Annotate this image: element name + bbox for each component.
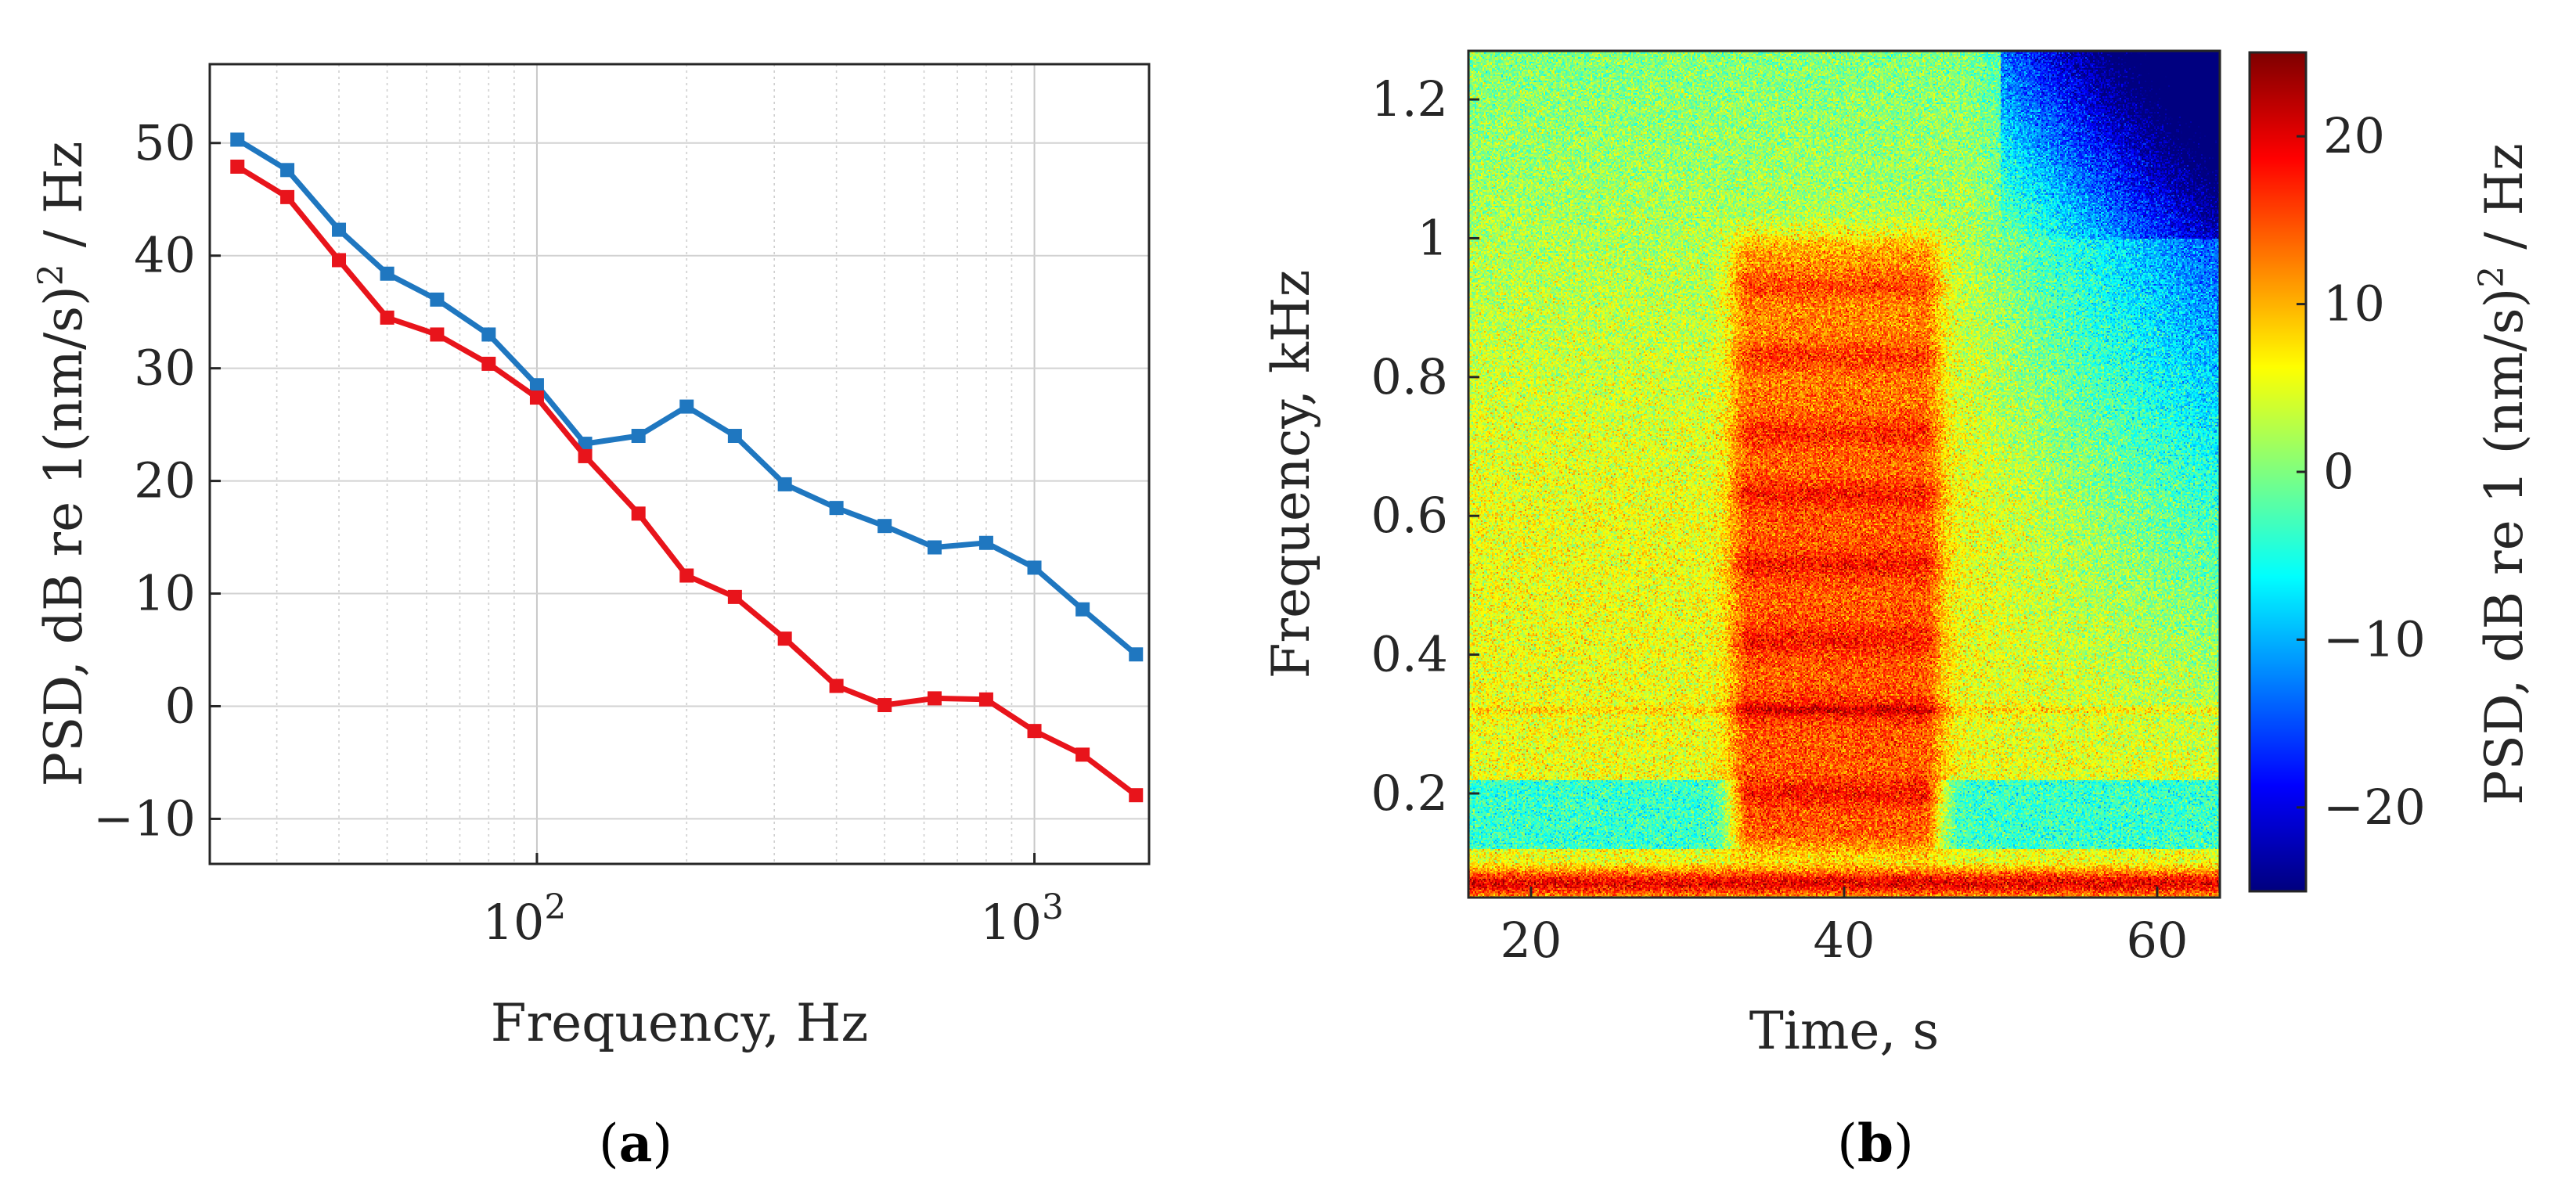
y-tick-label: 0.4 [1371,626,1448,683]
data-point-blue [1129,647,1144,662]
colorbar-tick-label: 0 [2323,443,2354,500]
data-point-blue [332,222,347,237]
panel-a-caption-letter: a [619,1113,653,1174]
data-point-blue [829,501,844,516]
data-point-red [727,589,742,604]
y-tick-label: 40 [134,227,196,284]
panel-a-y-tick-labels: −10 0 10 20 30 40 50 [93,114,221,847]
data-point-red [280,189,295,204]
data-point-red [927,691,942,706]
x-tick-label: 103 [980,887,1064,951]
y-tick-label: 1.2 [1371,70,1448,128]
data-point-red [978,692,993,707]
data-point-blue [727,429,742,444]
panel-a-x-axis-label: Frequency, Hz [491,993,869,1053]
panel-b-heatmap-image [1468,51,2220,898]
y-tick-label: 50 [134,114,196,171]
data-point-red [877,698,892,713]
data-point-blue [380,266,395,281]
data-point-red [230,159,245,174]
data-point-red [631,506,646,521]
panel-a-y-label-sup: 2 [31,264,71,286]
panel-a-axes-box [208,63,1151,865]
colorbar-label-tail: / Hz [2474,143,2535,266]
data-point-red [1129,788,1144,803]
data-point-blue [529,378,544,393]
y-tick-label: 0.8 [1371,348,1448,405]
data-point-red [380,310,395,325]
panel-b-caption: (b) [1837,1113,1914,1174]
data-point-blue [777,477,792,491]
panel-a-caption: (a) [599,1113,672,1174]
panel-a-plot-area [210,64,1149,864]
y-tick-label: 0.2 [1371,765,1448,822]
panel-a-series [230,132,1144,803]
data-point-blue [430,292,445,307]
data-point-blue [631,429,646,444]
y-tick-label: −10 [93,790,196,847]
data-point-red [829,678,844,693]
colorbar-ticks: −20 −10 0 10 20 [2297,107,2426,836]
data-point-red [777,631,792,646]
panel-b-ticks: 20 40 60 0.2 0.4 0.6 0.8 1 1.2 [1371,70,2188,969]
data-point-blue [280,163,295,178]
panel-a-y-label-main: PSD, dB re 1(nm/s) [34,286,94,786]
y-tick-label: 20 [134,452,196,509]
panel-b-y-axis-label: Frequency, kHz [1261,270,1321,679]
data-point-blue [927,540,942,555]
data-point-red [578,448,593,463]
panel-a-y-label-tail: / Hz [34,142,94,264]
x-tick-label: 20 [1501,912,1562,969]
colorbar-label-sup: 2 [2472,266,2512,288]
data-point-red [1027,724,1042,739]
panel-b-spectrogram: 20 40 600.20.40.60.811.2 Time, s Frequency… [1261,49,2535,1174]
y-tick-label: 1 [1418,209,1448,266]
data-point-blue [1027,560,1042,575]
data-point-blue [481,327,496,342]
x-tick-label: 102 [482,887,566,951]
data-point-red [679,568,694,583]
y-tick-label: 10 [134,565,196,622]
data-point-red [332,253,347,268]
data-point-red [481,356,496,371]
panel-a-line-chart: 102 103 −10 0 10 20 30 40 50 Frequency, Hz PSD,… [31,63,1151,1174]
colorbar-label: PSD, dB re 1 (nm/s)2 / Hz [2472,143,2535,805]
data-point-red [1075,747,1090,762]
colorbar-tick-label: −20 [2323,779,2426,836]
colorbar-tick-label: −10 [2323,610,2426,667]
colorbar-tick-label: 20 [2323,107,2385,164]
y-tick-label: 0 [165,677,196,734]
panel-a-x-tick-labels: 102 103 [482,853,1064,951]
panel-b-caption-letter: b [1857,1113,1893,1174]
data-point-blue [578,437,593,452]
x-tick-label: 60 [2127,912,2189,969]
data-point-blue [679,399,694,414]
x-tick-label: 40 [1814,912,1875,969]
data-point-blue [1075,602,1090,617]
panel-b-x-axis-label: Time, s [1749,1001,1940,1061]
y-tick-label: 30 [134,340,196,397]
data-point-blue [978,535,993,550]
colorbar-tick-label: 10 [2323,275,2385,333]
panel-a-grid [210,64,1149,864]
panel-a-y-axis-label: PSD, dB re 1(nm/s)2 / Hz [31,142,94,787]
data-point-blue [230,132,245,147]
data-point-red [430,327,445,342]
colorbar-label-main: PSD, dB re 1 (nm/s) [2474,288,2535,805]
data-point-red [529,390,544,405]
data-point-blue [877,519,892,534]
y-tick-label: 0.6 [1371,487,1448,544]
